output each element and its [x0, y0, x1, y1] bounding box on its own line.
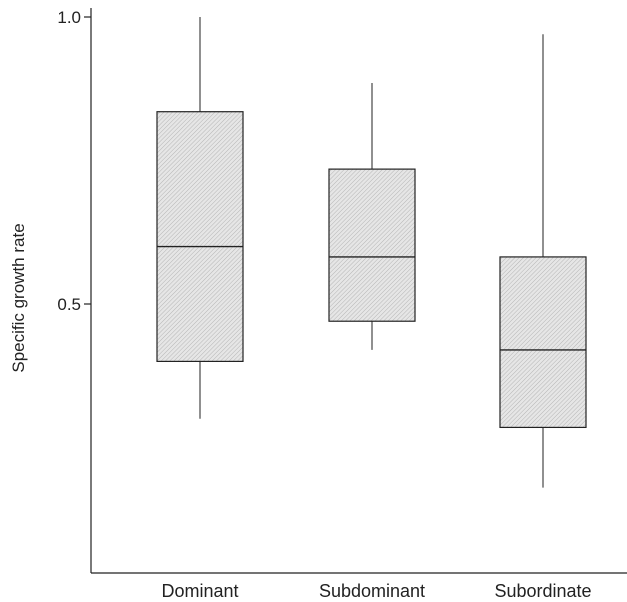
- interquartile-box: [156, 111, 244, 363]
- y-tick-label: 0.5: [57, 295, 81, 314]
- x-tick-label: Subdominant: [319, 581, 425, 601]
- box-dominant: [156, 17, 244, 419]
- x-tick-label: Subordinate: [494, 581, 591, 601]
- x-tick-labels: Dominant Subdominant Subordinate: [161, 581, 591, 601]
- y-axis-label: Specific growth rate: [9, 223, 28, 372]
- box-subdominant: [328, 83, 416, 350]
- interquartile-box: [499, 256, 587, 429]
- y-tick-label: 1.0: [57, 8, 81, 27]
- interquartile-box: [328, 168, 416, 322]
- boxes: [156, 17, 587, 488]
- x-tick-label: Dominant: [161, 581, 238, 601]
- box-subordinate: [499, 34, 587, 488]
- y-ticks: 0.5 1.0: [57, 8, 91, 314]
